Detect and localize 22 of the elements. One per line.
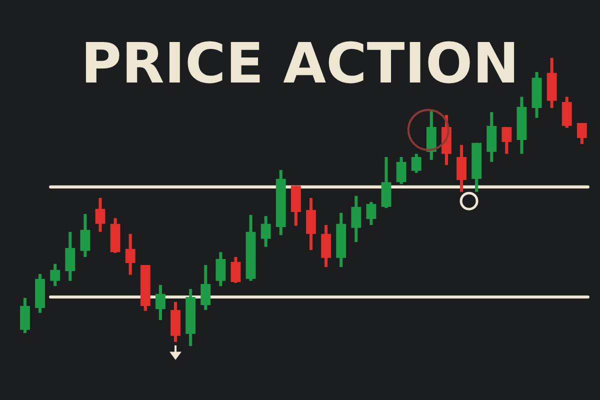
candlestick — [562, 96, 572, 128]
candlestick — [502, 127, 512, 154]
candlestick — [65, 232, 76, 281]
candlestick — [80, 214, 90, 257]
candlestick — [95, 198, 106, 232]
candlestick — [125, 234, 136, 275]
chart-title: PRICE ACTION — [86, 41, 514, 84]
candlestick — [366, 202, 376, 225]
candlestick — [456, 144, 466, 192]
candlestick — [230, 256, 241, 283]
candlestick — [351, 196, 362, 242]
candlestick — [20, 298, 30, 334]
candlestick — [411, 154, 422, 173]
candlestick — [155, 284, 166, 320]
candlestick — [260, 216, 271, 247]
candlestick — [576, 123, 587, 144]
candlestick — [50, 264, 60, 286]
candlestick — [321, 224, 332, 268]
candlestick — [396, 157, 406, 184]
candlestick — [216, 252, 226, 286]
candlestick — [306, 198, 316, 250]
candlestick — [200, 265, 211, 310]
